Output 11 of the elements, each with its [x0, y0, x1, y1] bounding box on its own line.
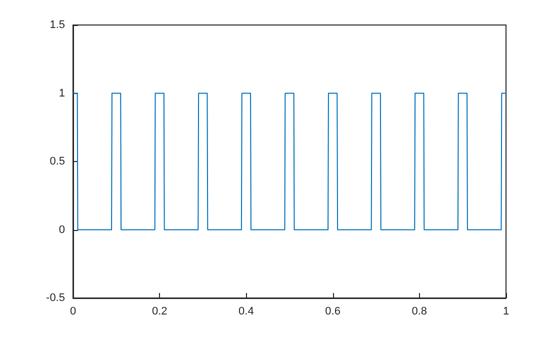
x-tick-label: 1 — [502, 306, 510, 318]
y-tick-label: 1 — [58, 87, 65, 100]
y-tick-label: 1.5 — [50, 19, 65, 31]
x-tick-label: 0.2 — [152, 306, 168, 318]
y-tick-label: -0.5 — [46, 292, 65, 304]
y-tick-label: 0 — [58, 224, 65, 236]
x-tick-label: 0.4 — [238, 306, 254, 318]
y-tick-label: 0.5 — [50, 156, 65, 168]
x-tick-label: 0.8 — [412, 306, 428, 318]
x-tick-label: 0 — [70, 306, 76, 318]
x-tick-label: 0.6 — [325, 306, 340, 318]
